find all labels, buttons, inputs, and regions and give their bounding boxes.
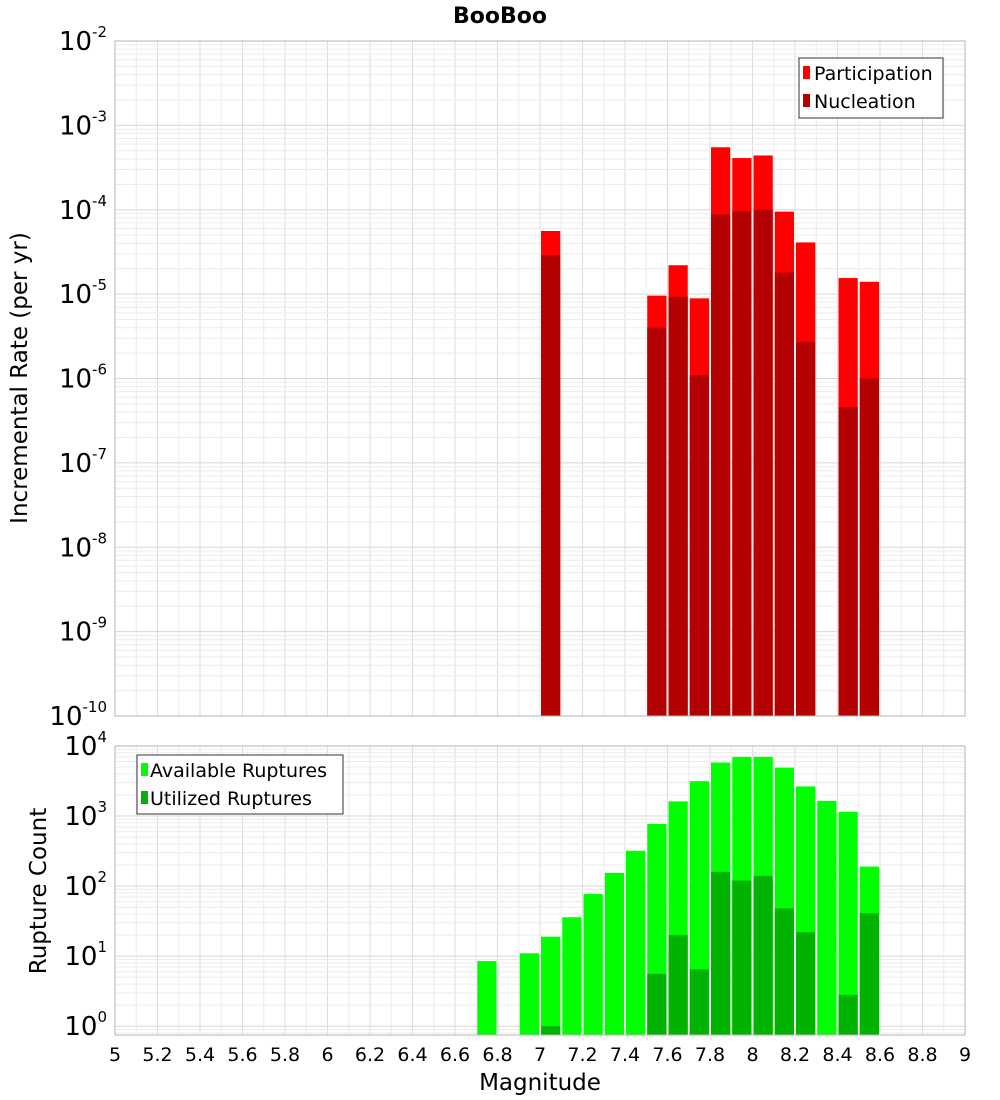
available-bar — [477, 961, 497, 1035]
participation-legend-swatch — [803, 66, 810, 79]
utilized-bar — [774, 908, 794, 1035]
x-tick-label: 6.6 — [440, 1044, 470, 1066]
available-bar — [838, 811, 858, 1035]
participation-legend-label: Participation — [814, 63, 933, 85]
rupture-y-axis-label: Rupture Count — [26, 808, 52, 974]
nucleation-bar — [774, 272, 794, 716]
available-legend-label: Available Ruptures — [150, 760, 327, 782]
x-tick-label: 6.2 — [355, 1044, 385, 1066]
nucleation-bar — [859, 378, 879, 716]
nucleation-bar — [541, 255, 561, 716]
x-axis-label: Magnitude — [479, 1070, 601, 1096]
magnitude-tick-labels: 5 5.2 5.4 5.6 5.8 6 6.2 6.4 6.6 6.8 7 7.2 7.4 7.6 7.8 8… — [109, 1044, 971, 1066]
x-tick-label: 5.4 — [185, 1044, 215, 1066]
nucleation-bar — [711, 214, 731, 717]
x-tick-label: 8.4 — [822, 1044, 852, 1066]
utilized-legend-swatch — [141, 791, 148, 804]
nucleation-bar — [647, 327, 667, 716]
rate-legend: Participation Nucleation — [798, 57, 944, 119]
utilized-bar — [732, 880, 752, 1035]
utilized-bar — [796, 932, 816, 1035]
x-tick-label: 7.2 — [567, 1044, 597, 1066]
x-tick-label: 8.8 — [907, 1044, 937, 1066]
available-legend-swatch — [141, 763, 148, 776]
available-bar — [562, 917, 582, 1035]
utilized-bar — [541, 1026, 561, 1035]
utilized-bar — [711, 871, 731, 1035]
rupture-y-tick-label: 101 — [64, 938, 107, 972]
utilized-bar — [668, 935, 688, 1035]
rate-y-tick-label: 10-6 — [59, 361, 107, 395]
utilized-bar — [753, 875, 773, 1035]
x-tick-label: 6 — [321, 1044, 333, 1066]
rupture-y-tick-labels: 100 101 102 103 104 — [64, 728, 107, 1042]
rate-y-tick-label: 10-7 — [59, 445, 107, 479]
rate-y-tick-label: 10-2 — [59, 23, 107, 57]
x-tick-label: 5 — [109, 1044, 121, 1066]
utilized-bar — [647, 973, 667, 1035]
nucleation-bar — [838, 406, 858, 716]
x-tick-label: 7 — [534, 1044, 546, 1066]
x-tick-label: 8.2 — [780, 1044, 810, 1066]
nucleation-bar — [689, 375, 709, 716]
rupture-y-tick-label: 100 — [64, 1008, 107, 1042]
available-bar — [626, 850, 646, 1035]
x-tick-label: 7.6 — [652, 1044, 682, 1066]
x-tick-label: 5.6 — [227, 1044, 257, 1066]
rate-y-tick-label: 10-10 — [49, 698, 107, 732]
available-bar — [604, 872, 624, 1035]
x-tick-label: 6.8 — [482, 1044, 512, 1066]
rate-plot-panel: 10-10 10-9 10-8 10-7 10-6 10-5 10-4 10-3 10-2 In… — [7, 23, 966, 732]
nucleation-bar — [668, 296, 688, 716]
rupture-count-panel: 100 101 102 103 104 5 5.2 5.4 5.6 5.8 6 6.2 6.4 6.6 6… — [26, 728, 971, 1096]
rate-y-tick-labels: 10-10 10-9 10-8 10-7 10-6 10-5 10-4 10-3 10-2 — [49, 23, 107, 732]
rupture-legend: Available Ruptures Utilized Ruptures — [136, 754, 344, 815]
rate-y-tick-label: 10-9 — [59, 614, 107, 648]
rate-y-axis-label: Incremental Rate (per yr) — [7, 232, 33, 524]
rate-plot-grid — [114, 41, 966, 717]
x-tick-label: 8 — [746, 1044, 758, 1066]
x-tick-label: 8.6 — [865, 1044, 895, 1066]
rate-y-tick-label: 10-4 — [59, 192, 107, 226]
chart-title: BooBoo — [453, 4, 547, 29]
utilized-bar — [838, 994, 858, 1035]
utilized-legend-label: Utilized Ruptures — [150, 788, 312, 810]
x-tick-label: 7.8 — [695, 1044, 725, 1066]
available-bar — [817, 800, 837, 1035]
available-bar — [583, 894, 603, 1035]
rate-y-tick-label: 10-5 — [59, 276, 107, 310]
utilized-bar — [689, 969, 709, 1035]
legend-box — [798, 57, 944, 119]
rate-y-tick-label: 10-3 — [59, 107, 107, 141]
nucleation-bar — [796, 342, 816, 716]
nucleation-bar — [732, 211, 752, 717]
nucleation-legend-label: Nucleation — [814, 91, 916, 113]
x-tick-label: 5.2 — [142, 1044, 172, 1066]
rupture-count-bars — [477, 756, 879, 1035]
nucleation-bar — [753, 209, 773, 716]
legend-box — [136, 754, 344, 815]
rupture-y-tick-label: 103 — [64, 798, 107, 832]
x-tick-label: 6.4 — [397, 1044, 427, 1066]
x-tick-label: 5.8 — [270, 1044, 300, 1066]
rupture-y-tick-label: 104 — [64, 728, 107, 762]
x-tick-label: 9 — [959, 1044, 971, 1066]
rate-plot-bars — [541, 147, 879, 717]
x-tick-label: 7.4 — [610, 1044, 640, 1066]
nucleation-legend-swatch — [803, 94, 810, 107]
rate-y-tick-label: 10-8 — [59, 529, 107, 563]
utilized-bar — [859, 913, 879, 1035]
rupture-y-tick-label: 102 — [64, 868, 107, 902]
available-bar — [519, 953, 539, 1035]
available-bar — [541, 936, 561, 1035]
